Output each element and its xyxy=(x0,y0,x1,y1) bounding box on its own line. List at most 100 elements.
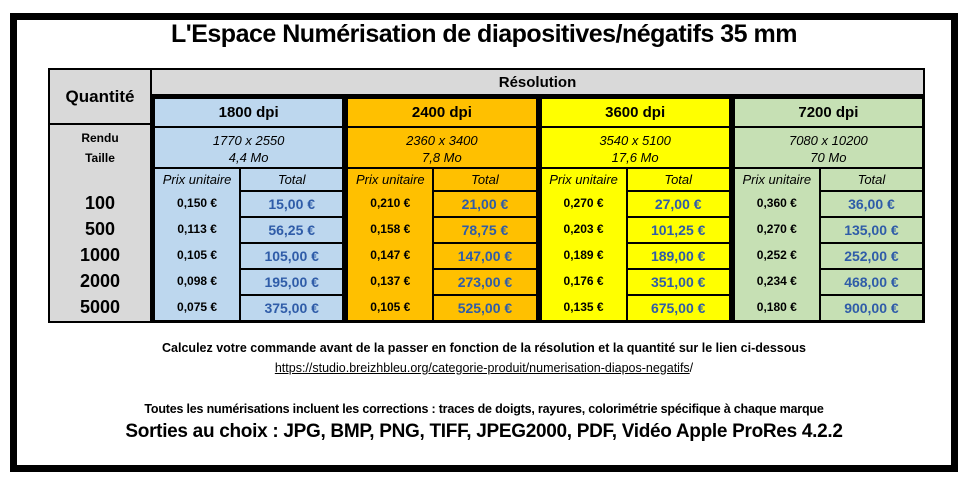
subheader-row: Prix unitaire Total xyxy=(155,167,343,190)
unit-price-cell: 0,158 € xyxy=(348,216,435,242)
total-cell: 147,00 € xyxy=(434,242,536,268)
total-cell: 468,00 € xyxy=(820,268,922,294)
unit-price-cell: 0,135 € xyxy=(542,294,628,320)
calculate-instruction: Calculez votre commande avant de la pass… xyxy=(162,341,806,355)
quantity-header: Quantité xyxy=(48,68,152,125)
total-cell: 78,75 € xyxy=(434,216,536,242)
total-header: Total xyxy=(277,172,306,187)
data-rows: 0,360 € 36,00 € 0,270 € 135,00 € 0,252 €… xyxy=(735,190,922,320)
resolution-column-1800dpi: 1800 dpi 1770 x 2550 4,4 Mo Prix unitair… xyxy=(152,96,346,323)
rendu-value: 3540 x 5100 xyxy=(599,133,671,148)
unit-price-header: Prix unitaire xyxy=(155,169,242,190)
order-link[interactable]: https://studio.breizhbleu.org/categorie-… xyxy=(274,361,690,375)
table-row: 0,252 € 252,00 € xyxy=(735,242,922,268)
table-row: 0,147 € 147,00 € xyxy=(348,242,536,268)
taille-label: Taille xyxy=(85,150,115,165)
quantity-value: 5000 xyxy=(79,297,121,318)
unit-price-cell: 0,137 € xyxy=(348,268,435,294)
unit-price-cell: 0,189 € xyxy=(542,242,628,268)
taille-value: 17,6 Mo xyxy=(611,150,659,165)
quantity-value: 2000 xyxy=(79,271,121,292)
order-link-suffix: / xyxy=(689,361,694,375)
total-header: Total xyxy=(857,172,886,187)
outer-frame xyxy=(10,13,958,472)
total-cell: 135,00 € xyxy=(820,216,922,242)
unit-price-cell: 0,147 € xyxy=(348,242,435,268)
corrections-note: Toutes les numérisations incluent les co… xyxy=(144,402,824,416)
dpi-header: 1800 dpi xyxy=(155,99,343,128)
table-row: 0,113 € 56,25 € xyxy=(155,216,343,242)
table-row: 0,150 € 15,00 € xyxy=(155,190,343,216)
resolution-column-7200dpi: 7200 dpi 7080 x 10200 70 Mo Prix unitair… xyxy=(731,96,925,323)
order-link-line: https://studio.breizhbleu.org/categorie-… xyxy=(0,361,968,375)
data-rows: 0,150 € 15,00 € 0,113 € 56,25 € 0,105 € … xyxy=(155,190,343,320)
table-row: 0,075 € 375,00 € xyxy=(155,294,343,320)
data-rows: 0,210 € 21,00 € 0,158 € 78,75 € 0,147 € … xyxy=(348,190,536,320)
dpi-header: 3600 dpi xyxy=(541,99,729,128)
pricing-table: Quantité Rendu Taille 100 500 1000 2000 … xyxy=(48,68,925,323)
quantity-value: 100 xyxy=(84,192,116,213)
unit-price-cell: 0,270 € xyxy=(735,216,821,242)
table-row: 0,270 € 135,00 € xyxy=(735,216,922,242)
total-cell: 900,00 € xyxy=(820,294,922,320)
total-cell: 21,00 € xyxy=(434,190,536,216)
rendu-value: 7080 x 10200 xyxy=(788,133,868,148)
unit-price-cell: 0,234 € xyxy=(735,268,821,294)
unit-price-header: Prix unitaire xyxy=(348,169,435,190)
unit-price-cell: 0,105 € xyxy=(348,294,435,320)
subheader-row: Prix unitaire Total xyxy=(541,167,729,190)
unit-price-cell: 0,252 € xyxy=(735,242,821,268)
unit-price-cell: 0,180 € xyxy=(735,294,821,320)
table-row: 0,360 € 36,00 € xyxy=(735,190,922,216)
taille-value: 70 Mo xyxy=(810,150,847,165)
total-header: Total xyxy=(471,172,499,187)
quantity-column-body: Rendu Taille 100 500 1000 2000 5000 xyxy=(48,125,152,323)
resolution-header: Résolution xyxy=(152,68,925,96)
unit-price-header: Prix unitaire xyxy=(735,169,821,190)
subheader-row: Prix unitaire Total xyxy=(734,167,922,190)
data-rows: 0,270 € 27,00 € 0,203 € 101,25 € 0,189 €… xyxy=(542,190,729,320)
table-row: 0,135 € 675,00 € xyxy=(542,294,729,320)
table-row: 0,189 € 189,00 € xyxy=(542,242,729,268)
total-cell: 189,00 € xyxy=(627,242,729,268)
total-cell: 525,00 € xyxy=(434,294,536,320)
total-cell: 101,25 € xyxy=(627,216,729,242)
total-cell: 195,00 € xyxy=(241,268,343,294)
rendu-value: 1770 x 2550 xyxy=(212,133,285,148)
unit-price-cell: 0,150 € xyxy=(155,190,242,216)
quantity-spacer xyxy=(50,167,150,190)
total-cell: 105,00 € xyxy=(241,242,343,268)
total-header: Total xyxy=(664,172,693,187)
unit-price-cell: 0,203 € xyxy=(542,216,628,242)
rendu-label: Rendu xyxy=(81,131,119,145)
subheader-row: Prix unitaire Total xyxy=(348,167,536,190)
table-row: 0,105 € 525,00 € xyxy=(348,294,536,320)
resolution-columns: 1800 dpi 1770 x 2550 4,4 Mo Prix unitair… xyxy=(152,96,925,323)
total-cell: 36,00 € xyxy=(820,190,922,216)
total-cell: 252,00 € xyxy=(820,242,922,268)
unit-price-header: Prix unitaire xyxy=(542,169,628,190)
table-row: 0,270 € 27,00 € xyxy=(542,190,729,216)
unit-price-cell: 0,098 € xyxy=(155,268,242,294)
total-cell: 15,00 € xyxy=(241,190,343,216)
unit-price-cell: 0,210 € xyxy=(348,190,435,216)
quantity-value: 500 xyxy=(84,218,116,239)
resolution-column-2400dpi: 2400 dpi 2360 x 3400 7,8 Mo Prix unitair… xyxy=(345,96,539,323)
quantity-value: 1000 xyxy=(79,245,121,265)
table-row: 0,180 € 900,00 € xyxy=(735,294,922,320)
total-cell: 56,25 € xyxy=(241,216,343,242)
resolution-column-3600dpi: 3600 dpi 3540 x 5100 17,6 Mo Prix unitai… xyxy=(538,96,732,323)
total-cell: 375,00 € xyxy=(241,294,343,320)
resolution-area: Résolution 1800 dpi 1770 x 2550 4,4 Mo P… xyxy=(152,68,925,323)
taille-value: 4,4 Mo xyxy=(228,150,269,165)
total-cell: 273,00 € xyxy=(434,268,536,294)
table-row: 0,176 € 351,00 € xyxy=(542,268,729,294)
total-cell: 27,00 € xyxy=(627,190,729,216)
table-row: 0,105 € 105,00 € xyxy=(155,242,343,268)
table-row: 0,210 € 21,00 € xyxy=(348,190,536,216)
table-row: 0,203 € 101,25 € xyxy=(542,216,729,242)
unit-price-cell: 0,105 € xyxy=(155,242,242,268)
table-row: 0,098 € 195,00 € xyxy=(155,268,343,294)
output-formats-line: Sorties au choix : JPG, BMP, PNG, TIFF, … xyxy=(125,421,843,442)
